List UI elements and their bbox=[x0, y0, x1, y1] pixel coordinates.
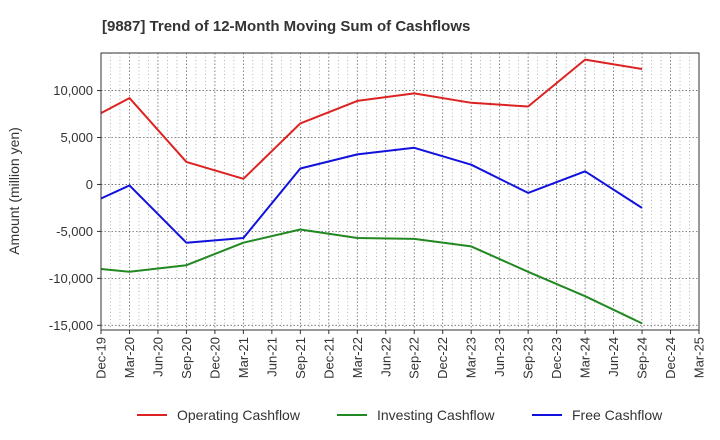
x-tick-label: Mar-23 bbox=[464, 337, 479, 378]
x-tick-label: Mar-24 bbox=[578, 337, 593, 378]
x-tick-label: Sep-23 bbox=[521, 337, 536, 379]
y-tick-label: -10,000 bbox=[49, 271, 93, 286]
x-tick-label: Jun-21 bbox=[264, 337, 279, 377]
x-tick-label: Jun-22 bbox=[378, 337, 393, 377]
x-tick-label: Jun-24 bbox=[606, 337, 621, 377]
y-tick-label: 5,000 bbox=[60, 130, 93, 145]
y-tick-labels: 10,000 5,000 0 -5,000 -10,000 -15,000 bbox=[49, 83, 101, 333]
x-tick-label: Sep-20 bbox=[179, 337, 194, 379]
chart-title: [9887] Trend of 12-Month Moving Sum of C… bbox=[102, 18, 470, 35]
x-tick-label: Sep-21 bbox=[293, 337, 308, 379]
x-tick-label: Dec-21 bbox=[321, 337, 336, 379]
series-line-free-cashflow bbox=[100, 146, 643, 244]
series-line-investing-cashflow bbox=[100, 228, 643, 325]
x-tick-label: Sep-22 bbox=[407, 337, 422, 379]
series-layer bbox=[100, 58, 643, 325]
y-tick-label: -5,000 bbox=[56, 224, 93, 239]
y-axis-title: Amount (million yen) bbox=[6, 127, 22, 255]
legend: Operating Cashflow Investing Cashflow Free… bbox=[137, 407, 663, 423]
series-line-operating-cashflow bbox=[100, 58, 643, 180]
x-tick-label: Mar-21 bbox=[236, 337, 251, 378]
x-tick-label: Jun-23 bbox=[492, 337, 507, 377]
x-tick-label: Dec-22 bbox=[435, 337, 450, 379]
legend-label: Operating Cashflow bbox=[177, 407, 301, 423]
x-tick-label: Jun-20 bbox=[150, 337, 165, 377]
x-tick-label: Dec-23 bbox=[549, 337, 564, 379]
x-tick-label: Sep-24 bbox=[635, 337, 650, 379]
x-tick-label: Mar-25 bbox=[692, 337, 707, 378]
x-tick-label: Dec-20 bbox=[207, 337, 222, 379]
legend-label: Free Cashflow bbox=[572, 407, 663, 423]
x-tick-label: Mar-20 bbox=[122, 337, 137, 378]
x-tick-labels: Dec-19 Mar-20 Jun-20 Sep-20 Dec-20 Mar-21 Jun-… bbox=[94, 330, 707, 379]
y-tick-label: -15,000 bbox=[49, 318, 93, 333]
x-tick-label: Dec-19 bbox=[94, 337, 109, 379]
x-tick-label: Mar-22 bbox=[350, 337, 365, 378]
legend-label: Investing Cashflow bbox=[377, 407, 495, 423]
y-tick-label: 0 bbox=[86, 177, 93, 192]
y-tick-label: 10,000 bbox=[53, 83, 93, 98]
x-tick-label: Dec-24 bbox=[663, 337, 678, 379]
plot-frame bbox=[100, 52, 700, 331]
